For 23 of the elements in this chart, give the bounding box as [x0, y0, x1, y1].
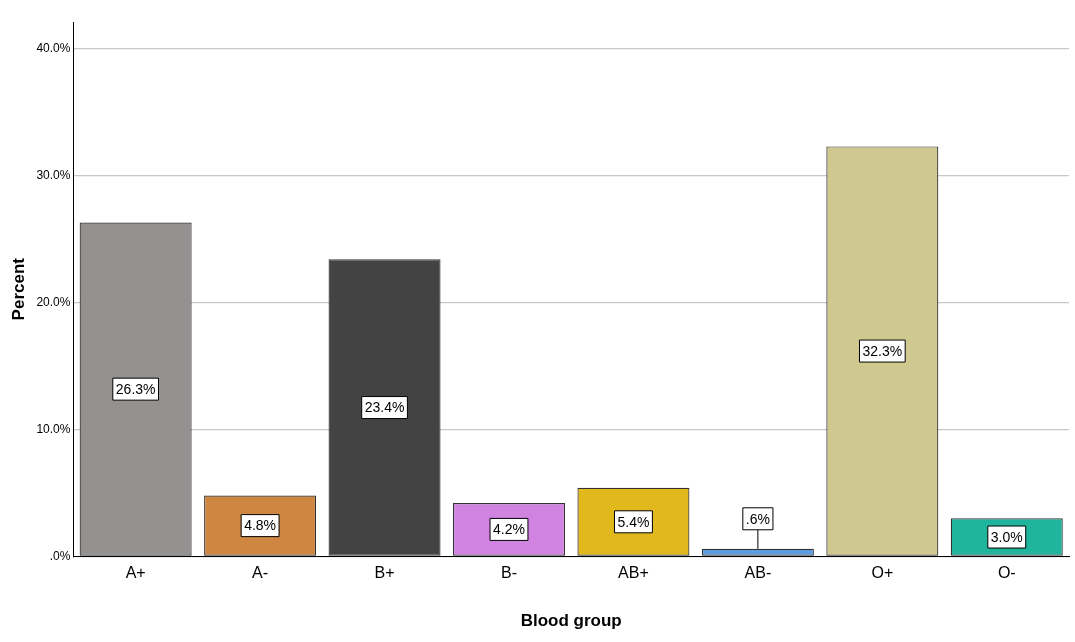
x-tick-label: B+	[374, 564, 395, 582]
y-tick-label: 10.0%	[36, 421, 71, 436]
x-tick-label: O+	[871, 564, 894, 582]
data-label: 4.2%	[493, 521, 525, 538]
y-tick-label: .0%	[49, 548, 71, 563]
x-tick-label: A+	[125, 564, 146, 582]
y-axis-title: Percent	[8, 257, 28, 321]
data-label: 23.4%	[364, 399, 405, 416]
y-tick-label: 30.0%	[36, 167, 71, 182]
data-label: 26.3%	[115, 381, 156, 398]
data-label: .6%	[745, 510, 770, 527]
data-label: 32.3%	[862, 342, 903, 359]
x-tick-label: B-	[500, 564, 517, 582]
x-tick-label: A-	[252, 564, 269, 582]
data-label: 5.4%	[617, 513, 650, 530]
data-label: 4.8%	[244, 517, 277, 534]
x-axis-title: Blood group	[520, 611, 622, 631]
data-label: 3.0%	[990, 528, 1023, 545]
y-tick-label: 20.0%	[36, 294, 71, 309]
y-tick-label: 40.0%	[36, 40, 71, 55]
x-tick-label: O-	[997, 564, 1016, 582]
x-tick-label: AB+	[618, 564, 649, 582]
x-tick-label: AB-	[744, 564, 772, 582]
